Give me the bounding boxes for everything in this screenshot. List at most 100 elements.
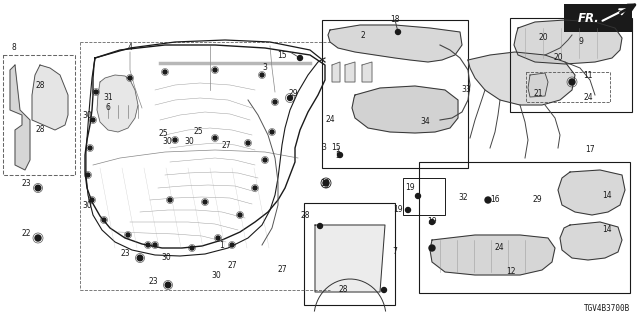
- Text: 23: 23: [21, 179, 31, 188]
- Circle shape: [173, 138, 177, 142]
- Text: 18: 18: [390, 15, 400, 25]
- Text: TGV4B3700B: TGV4B3700B: [584, 304, 630, 313]
- Text: 20: 20: [553, 52, 563, 61]
- Circle shape: [213, 136, 217, 140]
- Text: 29: 29: [532, 195, 542, 204]
- Text: 24: 24: [583, 92, 593, 101]
- Text: 30: 30: [162, 138, 172, 147]
- Circle shape: [406, 207, 410, 212]
- Text: 1: 1: [220, 241, 225, 250]
- Circle shape: [128, 76, 132, 80]
- Polygon shape: [362, 62, 372, 82]
- Circle shape: [213, 68, 217, 72]
- Text: 27: 27: [221, 140, 231, 149]
- Circle shape: [94, 90, 98, 94]
- Bar: [510, 18, 632, 112]
- Text: 20: 20: [538, 33, 548, 42]
- Circle shape: [273, 100, 277, 104]
- Circle shape: [415, 194, 420, 198]
- Circle shape: [86, 173, 90, 177]
- Text: 4: 4: [127, 44, 132, 52]
- Bar: [419, 162, 630, 293]
- Circle shape: [165, 282, 171, 288]
- Circle shape: [203, 200, 207, 204]
- Text: 11: 11: [583, 70, 593, 79]
- Text: 7: 7: [392, 247, 397, 257]
- Text: 24: 24: [325, 116, 335, 124]
- Circle shape: [429, 220, 435, 225]
- Text: 8: 8: [12, 44, 17, 52]
- Circle shape: [429, 245, 435, 251]
- Circle shape: [90, 198, 94, 202]
- Text: 28: 28: [339, 285, 348, 294]
- Text: 3: 3: [324, 180, 328, 189]
- Text: 16: 16: [490, 196, 500, 204]
- Circle shape: [260, 73, 264, 77]
- Circle shape: [238, 213, 242, 217]
- Circle shape: [137, 255, 143, 261]
- Circle shape: [569, 79, 575, 85]
- Circle shape: [216, 236, 220, 240]
- Text: 30: 30: [82, 110, 92, 119]
- Text: 15: 15: [331, 143, 341, 153]
- Polygon shape: [315, 225, 385, 292]
- Text: 19: 19: [393, 205, 403, 214]
- Circle shape: [168, 198, 172, 202]
- Text: 9: 9: [579, 37, 584, 46]
- Polygon shape: [32, 65, 68, 130]
- Text: 14: 14: [602, 226, 612, 235]
- Circle shape: [163, 70, 167, 74]
- Circle shape: [263, 158, 267, 162]
- Text: 34: 34: [420, 116, 430, 125]
- Text: 12: 12: [506, 268, 516, 276]
- Circle shape: [381, 287, 387, 292]
- Text: 5: 5: [335, 150, 340, 159]
- Text: 2: 2: [360, 30, 365, 39]
- Polygon shape: [558, 170, 625, 215]
- Text: 31: 31: [103, 92, 113, 101]
- Circle shape: [317, 223, 323, 228]
- Text: 28: 28: [300, 211, 310, 220]
- Circle shape: [102, 218, 106, 222]
- Bar: [403, 178, 445, 215]
- Bar: [3, 55, 75, 175]
- Text: 28: 28: [35, 82, 45, 91]
- Bar: [304, 203, 395, 305]
- Text: FR.: FR.: [578, 12, 600, 25]
- Circle shape: [337, 153, 342, 157]
- Text: 32: 32: [458, 193, 468, 202]
- Circle shape: [270, 130, 274, 134]
- Text: 28: 28: [35, 125, 45, 134]
- Text: 19: 19: [427, 218, 437, 227]
- Circle shape: [88, 146, 92, 150]
- Text: 30: 30: [184, 138, 194, 147]
- Text: 3: 3: [262, 63, 268, 73]
- Bar: [526, 72, 610, 102]
- Polygon shape: [345, 62, 355, 82]
- Polygon shape: [528, 73, 548, 97]
- Circle shape: [230, 243, 234, 247]
- Circle shape: [246, 141, 250, 145]
- Text: 22: 22: [21, 229, 31, 238]
- Circle shape: [485, 197, 491, 203]
- Circle shape: [287, 95, 292, 100]
- Text: 27: 27: [227, 260, 237, 269]
- Text: 15: 15: [277, 51, 287, 60]
- Circle shape: [153, 243, 157, 247]
- Text: 21: 21: [533, 90, 543, 99]
- Polygon shape: [97, 75, 138, 132]
- Text: 25: 25: [193, 127, 203, 137]
- Text: 25: 25: [158, 130, 168, 139]
- Polygon shape: [352, 86, 458, 133]
- Text: 27: 27: [277, 266, 287, 275]
- Circle shape: [91, 118, 95, 122]
- Circle shape: [126, 233, 130, 237]
- Circle shape: [396, 29, 401, 35]
- Circle shape: [190, 246, 194, 250]
- Text: 30: 30: [82, 202, 92, 211]
- Circle shape: [253, 186, 257, 190]
- Polygon shape: [328, 25, 462, 62]
- Text: 24: 24: [494, 244, 504, 252]
- Circle shape: [35, 185, 41, 191]
- Circle shape: [298, 55, 303, 60]
